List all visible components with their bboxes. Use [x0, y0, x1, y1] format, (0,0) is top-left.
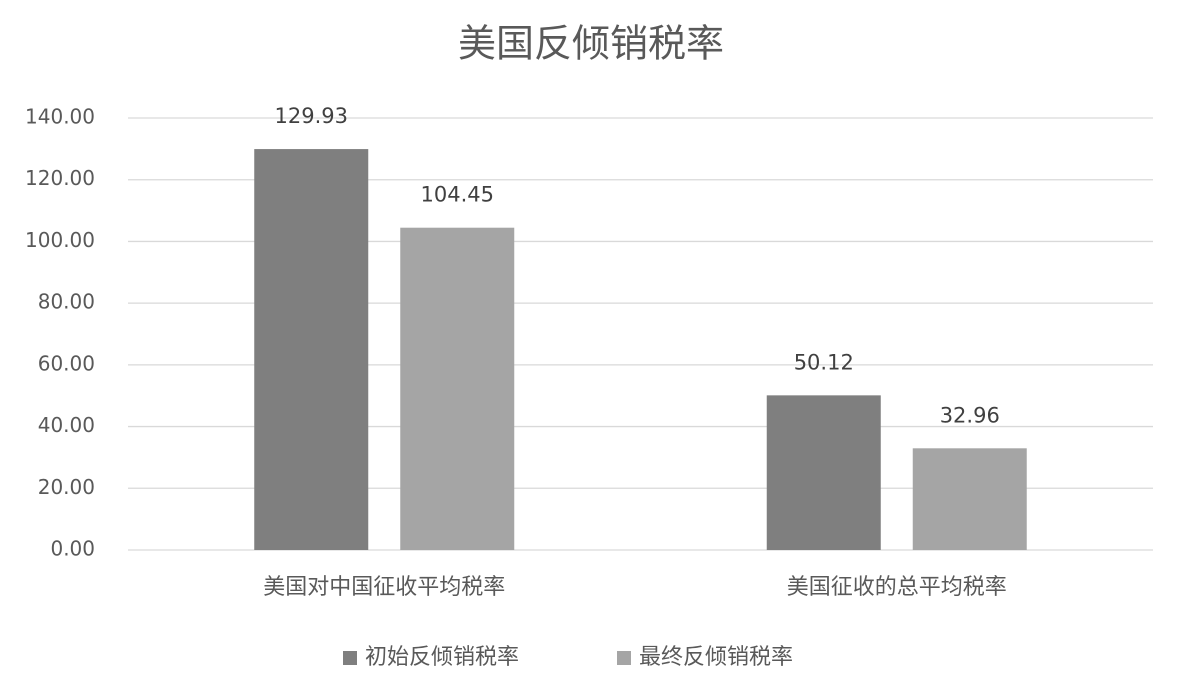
x-tick-label: 美国对中国征收平均税率 [263, 575, 505, 600]
legend-swatch [617, 651, 631, 665]
chart-title: 美国反倾销税率 [458, 22, 724, 66]
data-label: 50.12 [794, 350, 854, 374]
y-tick-label: 120.00 [25, 166, 95, 190]
legend-label: 初始反倾销税率 [365, 645, 519, 670]
bar [912, 448, 1027, 550]
y-tick-label: 100.00 [25, 228, 95, 252]
x-tick-label: 美国征收的总平均税率 [787, 575, 1007, 600]
bar [400, 227, 515, 550]
data-label: 104.45 [421, 183, 494, 207]
y-tick-label: 40.00 [38, 413, 95, 437]
data-label: 129.93 [275, 104, 348, 128]
y-tick-label: 0.00 [50, 537, 95, 561]
bar [254, 149, 369, 551]
data-label: 32.96 [940, 403, 1000, 427]
y-tick-label: 60.00 [38, 351, 95, 375]
y-tick-label: 80.00 [38, 290, 95, 314]
y-tick-label: 140.00 [25, 105, 95, 129]
legend-label: 最终反倾销税率 [639, 645, 793, 670]
bar [766, 395, 881, 550]
legend-swatch [343, 651, 357, 665]
y-tick-label: 20.00 [38, 475, 95, 499]
